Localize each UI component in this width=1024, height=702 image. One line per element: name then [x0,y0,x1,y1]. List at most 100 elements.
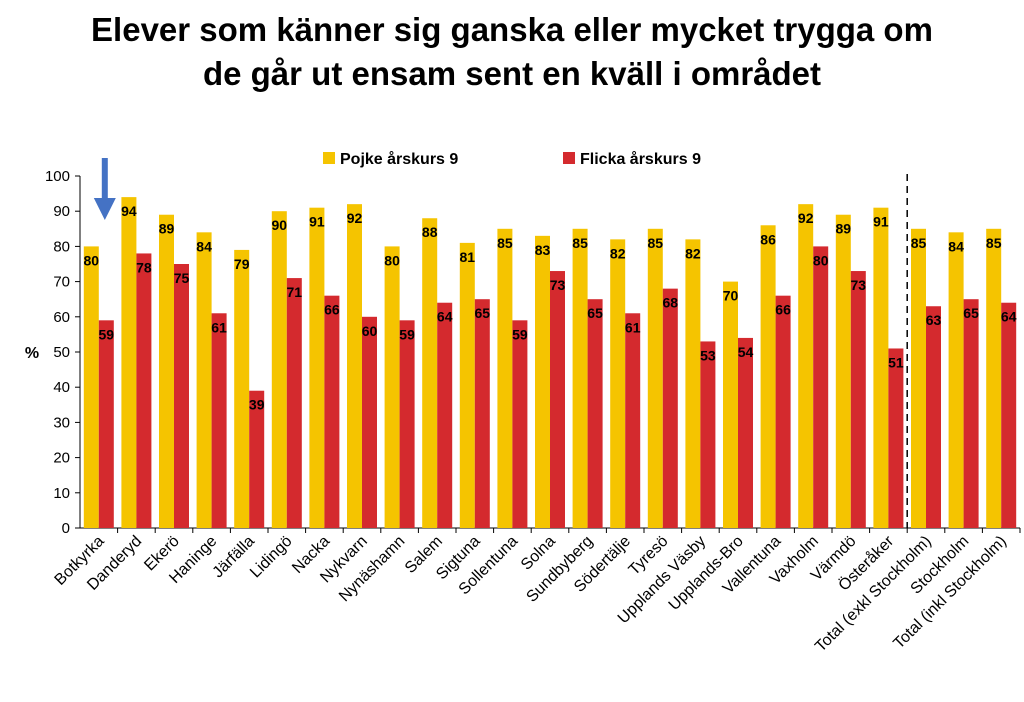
data-label: 80 [84,252,100,268]
bar-pojke [196,232,212,528]
bar-pojke [572,228,588,529]
data-label: 89 [836,221,852,237]
data-label: 79 [234,256,250,272]
data-label: 59 [512,326,528,342]
data-label: 71 [287,284,303,300]
bar-pojke [83,246,99,528]
data-label: 90 [272,217,288,233]
y-tick-label: 80 [53,238,70,255]
bar-flicka [437,302,453,528]
bar-pojke [422,218,438,529]
data-label: 84 [196,238,212,254]
data-label: 73 [550,277,566,293]
data-label: 92 [798,210,814,226]
data-label: 61 [625,319,641,335]
data-label: 80 [813,252,829,268]
bar-flicka [963,299,979,528]
bar-flicka [324,295,340,528]
bar-pojke [798,204,814,528]
y-tick-label: 40 [53,379,70,396]
y-tick-label: 30 [53,414,70,431]
legend-swatch [563,152,575,164]
bar-flicka [738,337,753,528]
legend-label: Pojke årskurs 9 [340,150,458,168]
bar-pojke [610,239,626,529]
y-tick-label: 0 [62,520,70,537]
data-label: 63 [926,312,942,328]
data-label: 59 [399,326,415,342]
bar-flicka [775,295,791,528]
data-label: 60 [362,323,378,339]
data-label: 80 [384,252,400,268]
bar-flicka [174,264,189,528]
highlight-arrow-shaft [101,158,108,200]
y-tick-label: 90 [53,203,70,220]
highlight-arrow-icon [93,198,116,220]
category-label: Lidingö [247,533,296,582]
chart-title: Elever som känner sig ganska eller mycke… [0,8,1024,96]
data-label: 86 [760,231,776,247]
bar-pojke [685,239,701,529]
data-label: 82 [610,245,626,261]
y-tick-label: 60 [53,309,70,326]
data-label: 84 [948,238,964,254]
bar-flicka [700,341,716,528]
bar-flicka [550,271,565,528]
bar-flicka [362,316,377,528]
data-label: 82 [685,245,701,261]
bar-pojke [159,214,174,528]
data-label: 65 [587,305,603,321]
bar-flicka [662,288,678,528]
data-label: 78 [136,259,152,275]
bar-pojke [459,242,475,528]
bar-flicka [474,299,490,528]
data-label: 75 [174,270,190,286]
bar-pojke [723,281,738,528]
data-label: 39 [249,397,265,413]
data-label: 54 [738,344,754,360]
bar-pojke [760,225,776,528]
data-label: 94 [121,203,137,219]
y-axis-label: % [25,345,39,362]
y-tick-label: 50 [53,344,70,361]
data-label: 66 [775,302,791,318]
bar-flicka [625,313,641,528]
bar-flicka [249,390,265,528]
data-label: 59 [99,326,115,342]
data-label: 65 [963,305,979,321]
bar-flicka [813,246,829,528]
bar-flicka [1001,302,1017,528]
data-label: 85 [572,235,588,251]
data-label: 91 [309,214,325,230]
bar-pojke [911,228,926,529]
bar-flicka [98,320,114,528]
data-label: 66 [324,302,340,318]
bar-flicka [399,320,415,528]
bar-pojke [986,228,1002,529]
data-label: 92 [347,210,363,226]
legend-label: Flicka årskurs 9 [580,150,701,168]
data-label: 83 [535,242,551,258]
bar-flicka [926,306,941,528]
data-label: 85 [648,235,664,251]
bar-pojke [873,207,889,528]
chart-title-line-2: de går ut ensam sent en kväll i området [202,55,822,92]
data-label: 73 [851,277,867,293]
bar-pojke [535,235,550,528]
bar-flicka [888,348,904,528]
bar-pojke [121,197,137,528]
bar-pojke [835,214,851,528]
data-label: 70 [723,288,739,304]
data-label: 53 [700,347,716,363]
data-label: 64 [1001,309,1017,325]
bar-pojke [948,232,964,528]
bar-flicka [850,271,866,528]
data-label: 91 [873,214,889,230]
data-label: 81 [460,249,476,265]
data-label: 51 [888,354,904,370]
bar-flicka [211,313,227,528]
data-label: 85 [911,235,927,251]
bar-flicka [512,320,528,528]
bar-pojke [647,228,663,529]
